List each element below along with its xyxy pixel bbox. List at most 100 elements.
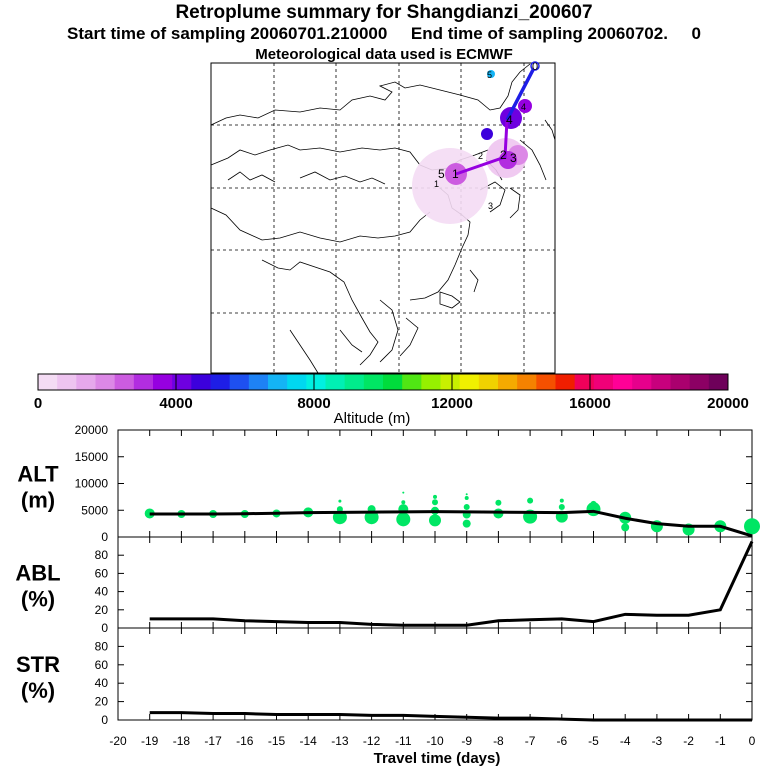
colorbar-swatch: [555, 374, 576, 390]
cluster-label: 4: [521, 102, 526, 112]
colorbar-swatch: [593, 374, 614, 390]
x-tick-label: -13: [331, 734, 349, 748]
altitude-cluster-point: [433, 494, 437, 499]
met-data-source: Meteorological data used is ECMWF: [255, 46, 513, 63]
altitude-cluster-point: [432, 499, 438, 506]
x-tick-label: -17: [204, 734, 222, 748]
y-tick-label: 40: [95, 676, 109, 690]
track-label: 4: [506, 113, 513, 127]
colorbar-swatch: [383, 374, 403, 390]
altitude-cluster-point: [558, 504, 565, 511]
y-tick-label: 20: [95, 695, 109, 709]
x-tick-label: -2: [683, 734, 694, 748]
colorbar-swatch: [172, 374, 192, 390]
y-tick-label: 60: [95, 566, 109, 580]
x-tick-label: -4: [620, 734, 631, 748]
colorbar-swatch: [76, 374, 96, 390]
y-tick-label: 80: [95, 548, 109, 562]
colorbar-swatch: [325, 374, 346, 390]
track-label: 0: [532, 61, 538, 73]
colorbar-swatch: [306, 374, 326, 390]
map-panel: 0 1 2 3 4 5 5 4 3 2 1: [210, 61, 556, 374]
retroplume-clusters: [412, 61, 540, 224]
colorbar-swatch: [402, 374, 422, 390]
altitude-cluster-point: [744, 518, 760, 535]
cluster-label: 3: [488, 201, 493, 211]
panel-frame: [117, 627, 753, 721]
colorbar-tick-label: 16000: [569, 395, 611, 412]
colorbar-label: Altitude (m): [334, 410, 411, 427]
track-label: 2: [500, 148, 507, 162]
sampling-time: Start time of sampling 20060701.210000 E…: [66, 24, 701, 43]
x-tick-label: -9: [461, 734, 472, 748]
colorbar-tick-label: 0: [34, 395, 42, 412]
y-tick-label: 0: [101, 621, 108, 635]
x-tick-label: 0: [749, 734, 756, 748]
colorbar-swatch: [574, 374, 595, 390]
cluster-label: 1: [434, 179, 439, 189]
x-tick-label: -1: [715, 734, 726, 748]
colorbar-swatch: [57, 374, 77, 390]
altitude-cluster-point: [338, 499, 342, 503]
colorbar-swatch: [670, 374, 691, 390]
altitude-cluster-point: [465, 493, 468, 496]
colorbar-swatch: [191, 374, 211, 390]
cluster-label: 2: [478, 151, 483, 161]
altitude-cluster-point: [590, 500, 597, 507]
y-tick-label: 5000: [81, 503, 108, 517]
colorbar-swatch: [478, 374, 499, 390]
panel-alt: 0 5000 10000 15000 20000 ALT(m): [17, 423, 760, 544]
y-tick-label: 40: [95, 585, 109, 599]
x-tick-label: -20: [109, 734, 127, 748]
track-label: 1: [452, 167, 459, 181]
altitude-cluster-point: [364, 510, 379, 525]
panel-label: STR: [16, 652, 60, 677]
altitude-cluster-point: [621, 523, 630, 532]
altitude-cluster-point: [495, 499, 502, 506]
series-line-str: [149, 711, 752, 722]
x-tick-label: -11: [395, 734, 412, 748]
altitude-cluster-point: [402, 491, 405, 494]
colorbar-swatch: [248, 374, 269, 390]
colorbar-swatch: [95, 374, 116, 390]
altitude-colorbar: 0 4000 8000 12000 16000 20000: [34, 373, 749, 412]
colorbar-swatch: [689, 374, 710, 390]
colorbar-swatch: [229, 374, 250, 390]
altitude-cluster-point: [396, 512, 411, 527]
y-tick-label: 60: [95, 658, 109, 672]
track-label: 5: [438, 167, 445, 181]
x-tick-label: -19: [141, 734, 159, 748]
panel-unit: (%): [21, 587, 55, 612]
map-gridlines: [211, 63, 555, 373]
panel-label: ALT: [17, 462, 59, 487]
coastlines: [210, 63, 556, 374]
y-tick-label: 20: [95, 603, 109, 617]
panel-str: 0 20 40 60 80 STR(%): [16, 627, 753, 727]
colorbar-swatch: [133, 374, 154, 390]
time-series-panels: 05000100001500020000ALT(m)020406080ABL(%…: [15, 423, 760, 748]
y-tick-label: 20000: [75, 423, 109, 437]
chart-title: Retroplume summary for Shangdianzi_20060…: [175, 2, 593, 23]
colorbar-swatch: [363, 374, 384, 390]
panel-unit: (m): [21, 488, 55, 513]
x-tick-label: -6: [556, 734, 567, 748]
colorbar-swatch: [38, 374, 58, 390]
altitude-cluster-point: [401, 500, 406, 505]
x-tick-label: -7: [525, 734, 536, 748]
x-tick-label: -3: [652, 734, 663, 748]
altitude-cluster-point: [527, 497, 534, 504]
colorbar-swatch: [498, 374, 518, 390]
altitude-cluster-point: [429, 514, 441, 527]
panel-unit: (%): [21, 678, 55, 703]
track-labels: 0 1 2 3 4 5 5 4 3 2 1: [434, 61, 538, 211]
series-line-abl: [149, 540, 754, 627]
colorbar-tick-label: 4000: [159, 395, 192, 412]
panel-abl: 0 20 40 60 80 ABL(%): [15, 536, 754, 635]
y-tick-label: 0: [101, 530, 108, 544]
colorbar-swatch: [651, 374, 671, 390]
colorbar-swatch: [536, 374, 556, 390]
y-tick-label: 10000: [75, 477, 109, 491]
y-tick-label: 0: [101, 713, 108, 727]
colorbar-swatch: [440, 374, 461, 390]
colorbar-swatch: [421, 374, 441, 390]
